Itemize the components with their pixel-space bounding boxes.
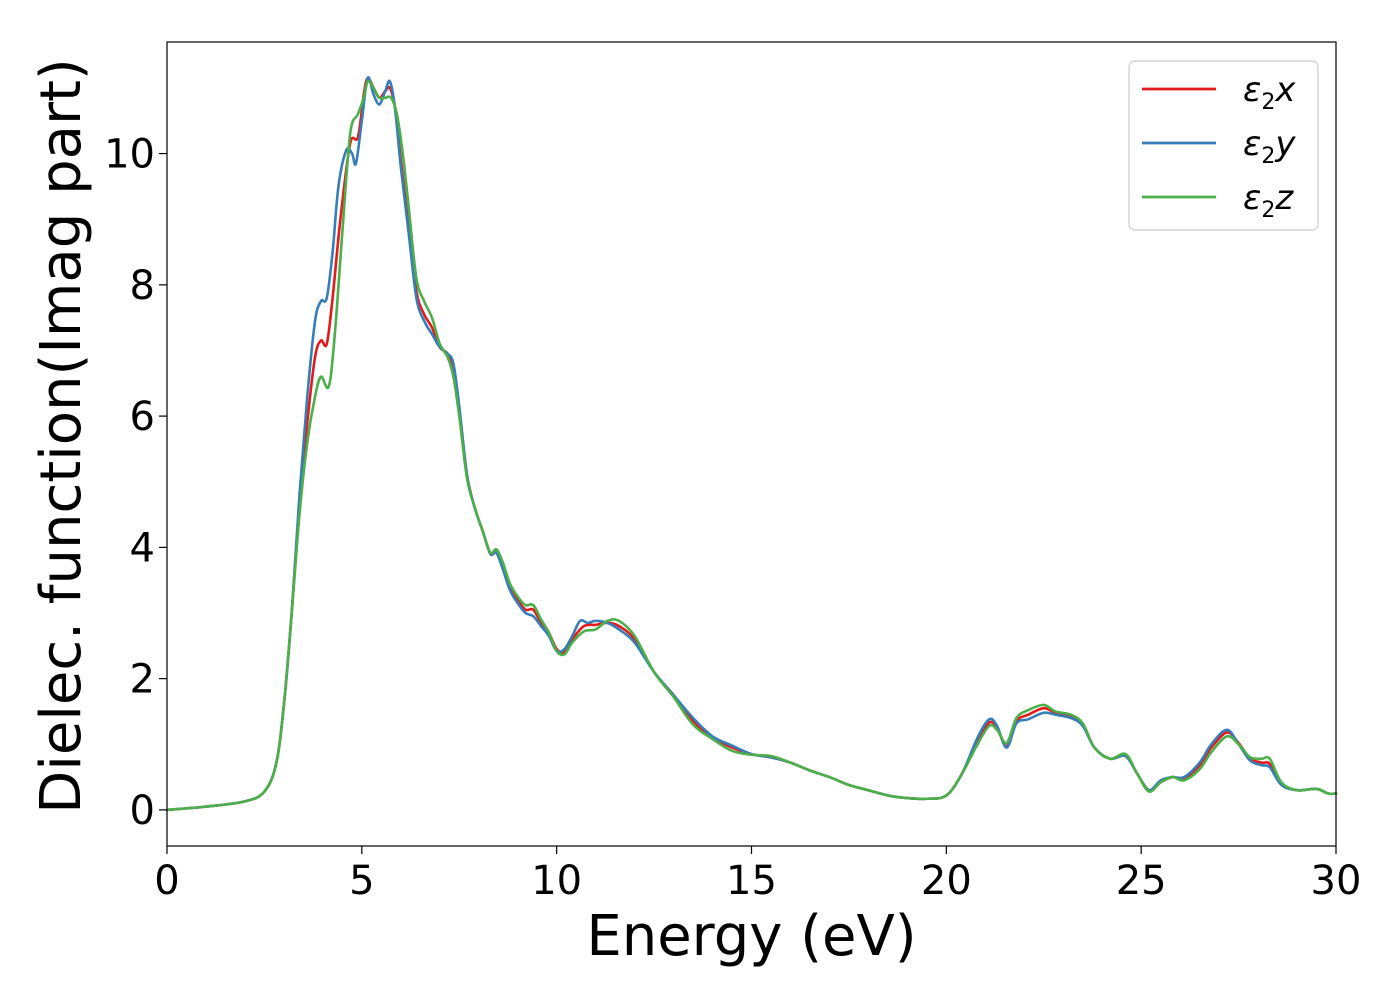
legend-label-x: ε2x xyxy=(1243,70,1296,115)
x-tick-label: 0 xyxy=(154,858,179,904)
legend-label-y: ε2y xyxy=(1243,124,1296,169)
x-tick-label: 15 xyxy=(726,858,777,904)
y-tick-label: 10 xyxy=(104,132,155,178)
x-tick-label: 10 xyxy=(531,858,582,904)
x-tick-label: 30 xyxy=(1311,858,1362,904)
y-tick-label: 6 xyxy=(130,394,155,440)
y-axis-title: Dielec. function(Imag part) xyxy=(29,58,94,814)
y-axis: 0 2 4 6 8 10 xyxy=(104,132,167,834)
x-axis: 0 5 10 15 20 25 30 xyxy=(154,846,1361,904)
x-tick-label: 5 xyxy=(349,858,374,904)
legend-box xyxy=(1128,60,1319,231)
y-tick-label: 4 xyxy=(130,525,155,571)
x-tick-label: 25 xyxy=(1116,858,1167,904)
legend: ε2x ε2y ε2z xyxy=(1128,60,1319,231)
legend-label-z: ε2z xyxy=(1243,178,1294,223)
series-line-z xyxy=(165,79,1338,812)
x-tick-label: 20 xyxy=(921,858,972,904)
x-axis-title: Energy (eV) xyxy=(586,904,916,969)
series-line-y xyxy=(165,76,1338,812)
y-tick-label: 0 xyxy=(130,788,155,834)
y-tick-label: 8 xyxy=(130,263,155,309)
series-layer xyxy=(165,76,1338,812)
y-tick-label: 2 xyxy=(130,657,155,703)
